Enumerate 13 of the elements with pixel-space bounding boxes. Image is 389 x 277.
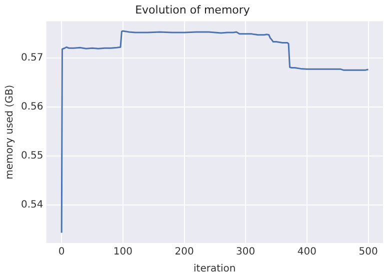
y-tick-label: 0.55: [21, 150, 44, 162]
x-tick-label: 500: [358, 246, 378, 258]
x-tick-label: 300: [236, 246, 256, 258]
y-tick-label: 0.57: [21, 52, 44, 64]
x-tick-label: 400: [297, 246, 316, 258]
x-tick-label: 0: [58, 246, 65, 258]
y-tick-label: 0.56: [21, 101, 44, 112]
x-tick-label: 100: [113, 246, 132, 258]
x-axis-title: iteration: [194, 264, 236, 275]
y-axis-title: memory used (GB): [4, 84, 16, 180]
chart-title: Evolution of memory: [135, 3, 250, 16]
x-tick-label: 200: [174, 246, 194, 258]
y-tick-label: 0.54: [21, 199, 44, 210]
